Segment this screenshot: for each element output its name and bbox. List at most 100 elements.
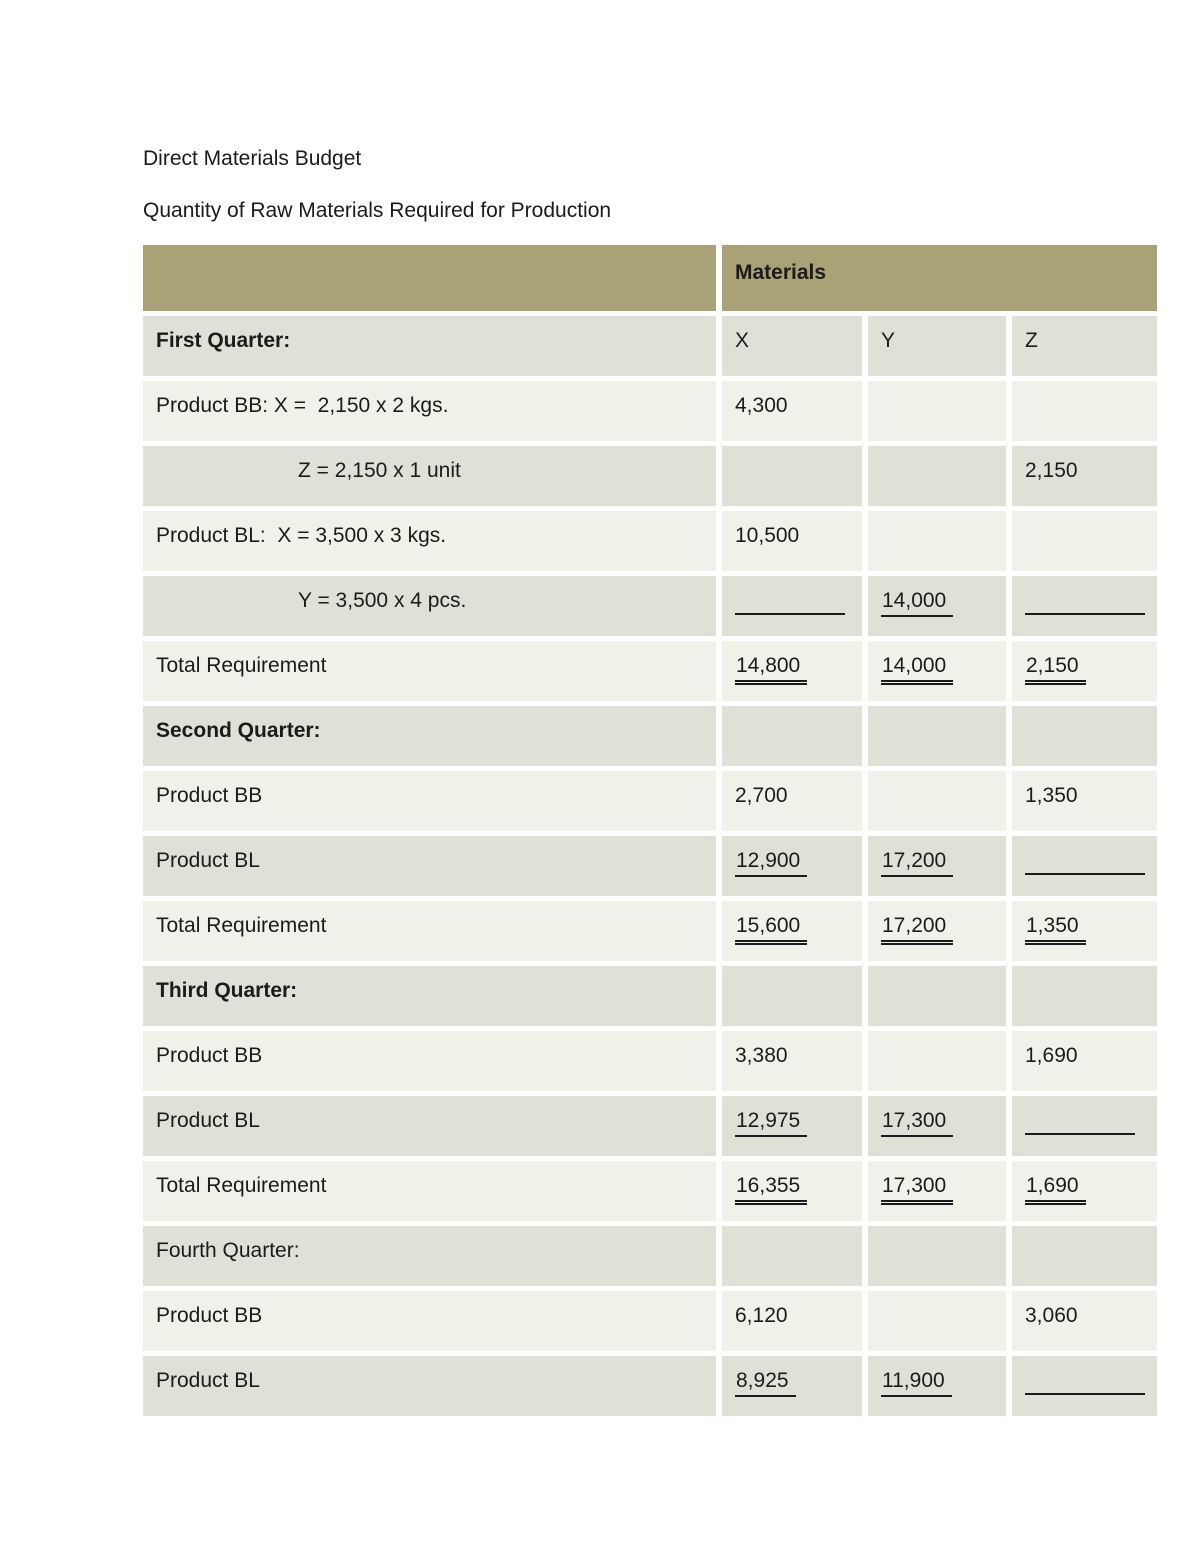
table-row: Third Quarter: (143, 966, 1157, 1026)
table-row: Total Requirement 14,800 14,000 2,150 (143, 641, 1157, 701)
value-cell-z (1012, 576, 1157, 636)
column-label-z: Z (1012, 316, 1157, 376)
value-cell-z (1012, 381, 1157, 441)
row-label-cell: Z = 2,150 x 1 unit (143, 446, 716, 506)
value-cell-y (868, 771, 1006, 831)
value-cell-x (722, 966, 862, 1026)
value-cell-y (868, 381, 1006, 441)
table-row: Product BL 12,975 17,300 (143, 1096, 1157, 1156)
value-cell-z: 2,150 (1012, 641, 1157, 701)
value-cell-z (1012, 1356, 1157, 1416)
table-row: Product BL: X = 3,500 x 3 kgs. 10,500 (143, 511, 1157, 571)
value-cell-y (868, 1291, 1006, 1351)
value-cell-z: 2,150 (1012, 446, 1157, 506)
value-cell-z: 1,350 (1012, 901, 1157, 961)
total-value: 15,600 (735, 913, 808, 945)
row-label-cell: Total Requirement (143, 901, 716, 961)
table-row: First Quarter: X Y Z (143, 316, 1157, 376)
row-label-cell: Total Requirement (143, 641, 716, 701)
value-cell-y (868, 1031, 1006, 1091)
value-cell-y: 11,900 (868, 1356, 1006, 1416)
value-cell-y: 14,000 (868, 641, 1006, 701)
table-row: Z = 2,150 x 1 unit 2,150 (143, 446, 1157, 506)
value-cell-z (1012, 1096, 1157, 1156)
blank-underline (1025, 588, 1145, 615)
underlined-value: 12,900 (735, 848, 808, 877)
value-cell-y: 17,300 (868, 1096, 1006, 1156)
value-cell-x: 15,600 (722, 901, 862, 961)
row-label-cell: Product BL (143, 1356, 716, 1416)
row-label-cell: Product BL: X = 3,500 x 3 kgs. (143, 511, 716, 571)
total-value: 14,800 (735, 653, 808, 685)
total-value: 17,200 (881, 913, 954, 945)
value-cell-z (1012, 836, 1157, 896)
column-label-y: Y (868, 316, 1006, 376)
value-cell-x: 2,700 (722, 771, 862, 831)
value-cell-y (868, 511, 1006, 571)
underlined-value: 17,200 (881, 848, 954, 877)
table-row: Product BB 6,120 3,060 (143, 1291, 1157, 1351)
table-row: Total Requirement 15,600 17,200 1,350 (143, 901, 1157, 961)
row-label-cell: Product BB (143, 771, 716, 831)
total-value: 1,690 (1025, 1173, 1086, 1205)
column-label-x: X (722, 316, 862, 376)
value-cell-x: 6,120 (722, 1291, 862, 1351)
value-cell-x (722, 446, 862, 506)
value-cell-x (722, 706, 862, 766)
table-row: Product BB: X = 2,150 x 2 kgs. 4,300 (143, 381, 1157, 441)
total-value: 1,350 (1025, 913, 1086, 945)
underlined-value: 14,000 (881, 588, 954, 617)
value-cell-x (722, 1226, 862, 1286)
table-row: Second Quarter: (143, 706, 1157, 766)
value-cell-z: 3,060 (1012, 1291, 1157, 1351)
table-row: Total Requirement 16,355 17,300 1,690 (143, 1161, 1157, 1221)
table-row: Y = 3,500 x 4 pcs. 14,000 (143, 576, 1157, 636)
row-label-cell: Total Requirement (143, 1161, 716, 1221)
blank-underline (1025, 1368, 1145, 1395)
materials-budget-table: Materials First Quarter: X Y Z Product B… (143, 245, 1157, 1416)
value-cell-z: 1,690 (1012, 1031, 1157, 1091)
table-row: Product BB 3,380 1,690 (143, 1031, 1157, 1091)
row-label-cell: Fourth Quarter: (143, 1226, 716, 1286)
value-cell-y (868, 706, 1006, 766)
value-cell-z (1012, 1226, 1157, 1286)
table-row: Product BL 12,900 17,200 (143, 836, 1157, 896)
row-label-cell: Product BL (143, 836, 716, 896)
value-cell-y: 17,200 (868, 901, 1006, 961)
value-cell-y: 14,000 (868, 576, 1006, 636)
value-cell-x: 14,800 (722, 641, 862, 701)
materials-header-cell: Materials (722, 245, 1157, 311)
value-cell-x: 3,380 (722, 1031, 862, 1091)
value-cell-y (868, 446, 1006, 506)
table-header-row: Materials (143, 245, 1157, 311)
value-cell-z (1012, 511, 1157, 571)
value-cell-x: 8,925 (722, 1356, 862, 1416)
row-label-cell: Third Quarter: (143, 966, 716, 1026)
row-label-cell: Product BB: X = 2,150 x 2 kgs. (143, 381, 716, 441)
total-value: 2,150 (1025, 653, 1086, 685)
blank-underline (1025, 1108, 1135, 1135)
value-cell-z: 1,690 (1012, 1161, 1157, 1221)
value-cell-z: 1,350 (1012, 771, 1157, 831)
value-cell-y: 17,300 (868, 1161, 1006, 1221)
underlined-value: 17,300 (881, 1108, 954, 1137)
value-cell-x (722, 576, 862, 636)
header-corner-cell (143, 245, 716, 311)
value-cell-x: 16,355 (722, 1161, 862, 1221)
blank-underline (1025, 848, 1145, 875)
table-row: Product BL 8,925 11,900 (143, 1356, 1157, 1416)
value-cell-y (868, 1226, 1006, 1286)
total-value: 17,300 (881, 1173, 954, 1205)
document-subtitle: Quantity of Raw Materials Required for P… (143, 199, 612, 222)
table-row: Product BB 2,700 1,350 (143, 771, 1157, 831)
row-label-cell: First Quarter: (143, 316, 716, 376)
value-cell-z (1012, 706, 1157, 766)
underlined-value: 12,975 (735, 1108, 808, 1137)
row-label-cell: Product BB (143, 1031, 716, 1091)
total-value: 14,000 (881, 653, 954, 685)
value-cell-x: 12,900 (722, 836, 862, 896)
row-label-cell: Product BB (143, 1291, 716, 1351)
value-cell-x: 10,500 (722, 511, 862, 571)
value-cell-y (868, 966, 1006, 1026)
